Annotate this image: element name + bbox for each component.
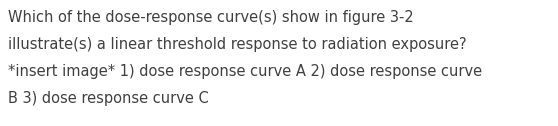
Text: illustrate(s) a linear threshold response to radiation exposure?: illustrate(s) a linear threshold respons… <box>8 37 466 52</box>
Text: *insert image* 1) dose response curve A 2) dose response curve: *insert image* 1) dose response curve A … <box>8 64 482 79</box>
Text: B 3) dose response curve C: B 3) dose response curve C <box>8 91 209 106</box>
Text: Which of the dose-response curve(s) show in figure 3-2: Which of the dose-response curve(s) show… <box>8 10 413 25</box>
